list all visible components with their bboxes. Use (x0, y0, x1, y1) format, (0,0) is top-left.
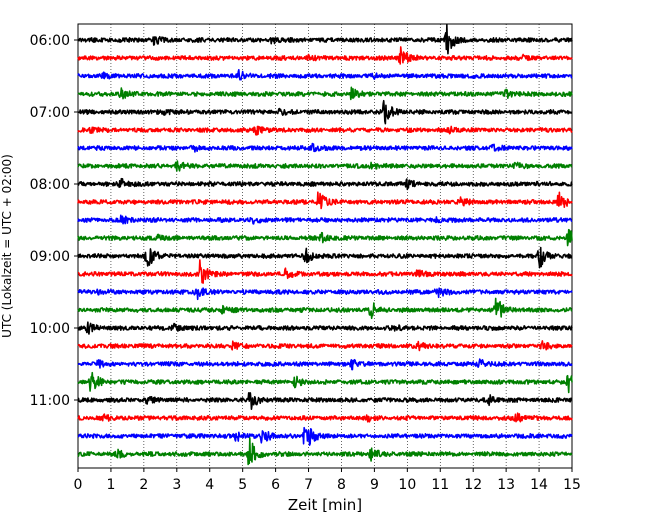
seismic-trace (77, 46, 573, 65)
x-tick-label: 4 (205, 477, 214, 493)
seismic-trace (77, 246, 573, 269)
y-tick-label: 09:00 (30, 249, 70, 265)
seismic-trace (77, 321, 573, 335)
x-tick-label: 14 (530, 477, 548, 493)
x-tick-label: 11 (431, 477, 449, 493)
x-axis-label: Zeit [min] (288, 496, 362, 514)
y-tick-label: 08:00 (30, 177, 70, 193)
x-tick-label: 6 (271, 477, 280, 493)
seismic-trace (77, 297, 573, 320)
seismic-trace (77, 412, 573, 423)
seismic-trace (77, 287, 573, 301)
seismic-trace (77, 392, 573, 410)
x-tick-label: 3 (172, 477, 181, 493)
x-tick-label: 7 (304, 477, 313, 493)
seismic-trace (77, 24, 573, 55)
x-tick-label: 1 (106, 477, 115, 493)
seismic-trace (77, 358, 573, 371)
seismic-trace (77, 177, 573, 191)
seismic-trace (77, 68, 573, 81)
seismic-trace (77, 426, 573, 446)
seismic-trace (77, 160, 573, 172)
x-tick-label: 0 (74, 477, 83, 493)
y-axis-label: UTC (Lokalzeit = UTC + 02:00) (0, 154, 14, 338)
seismic-trace (77, 99, 573, 125)
x-tick-label: 2 (139, 477, 148, 493)
seismic-trace (77, 86, 573, 101)
x-tick-label: 5 (238, 477, 247, 493)
seismic-traces (77, 24, 573, 466)
y-tick-label: 06:00 (30, 33, 70, 49)
y-axis-ticks: 06:00 07:00 08:00 09:00 10:00 11:00 (30, 33, 78, 409)
x-axis-ticks: 0 1 2 3 4 5 6 7 8 9 10 11 12 13 14 15 (74, 468, 581, 493)
y-tick-label: 10:00 (30, 321, 70, 337)
x-tick-label: 12 (464, 477, 482, 493)
vertical-grid (110, 24, 540, 468)
x-tick-label: 13 (497, 477, 515, 493)
x-tick-label: 9 (370, 477, 379, 493)
y-tick-label: 11:00 (30, 393, 70, 409)
y-tick-label: 07:00 (30, 105, 70, 121)
x-tick-label: 8 (337, 477, 346, 493)
seismic-trace (77, 142, 573, 153)
seismic-trace (77, 214, 573, 225)
seismic-trace (77, 228, 573, 247)
plot-frame (77, 23, 573, 469)
x-tick-label: 15 (563, 477, 581, 493)
seismic-trace (77, 340, 573, 352)
seismic-trace (77, 371, 573, 394)
x-tick-label: 10 (398, 477, 416, 493)
seismic-trace (77, 191, 573, 210)
seismic-trace (77, 259, 573, 284)
seismic-trace (77, 125, 573, 136)
seismic-trace (77, 437, 573, 466)
